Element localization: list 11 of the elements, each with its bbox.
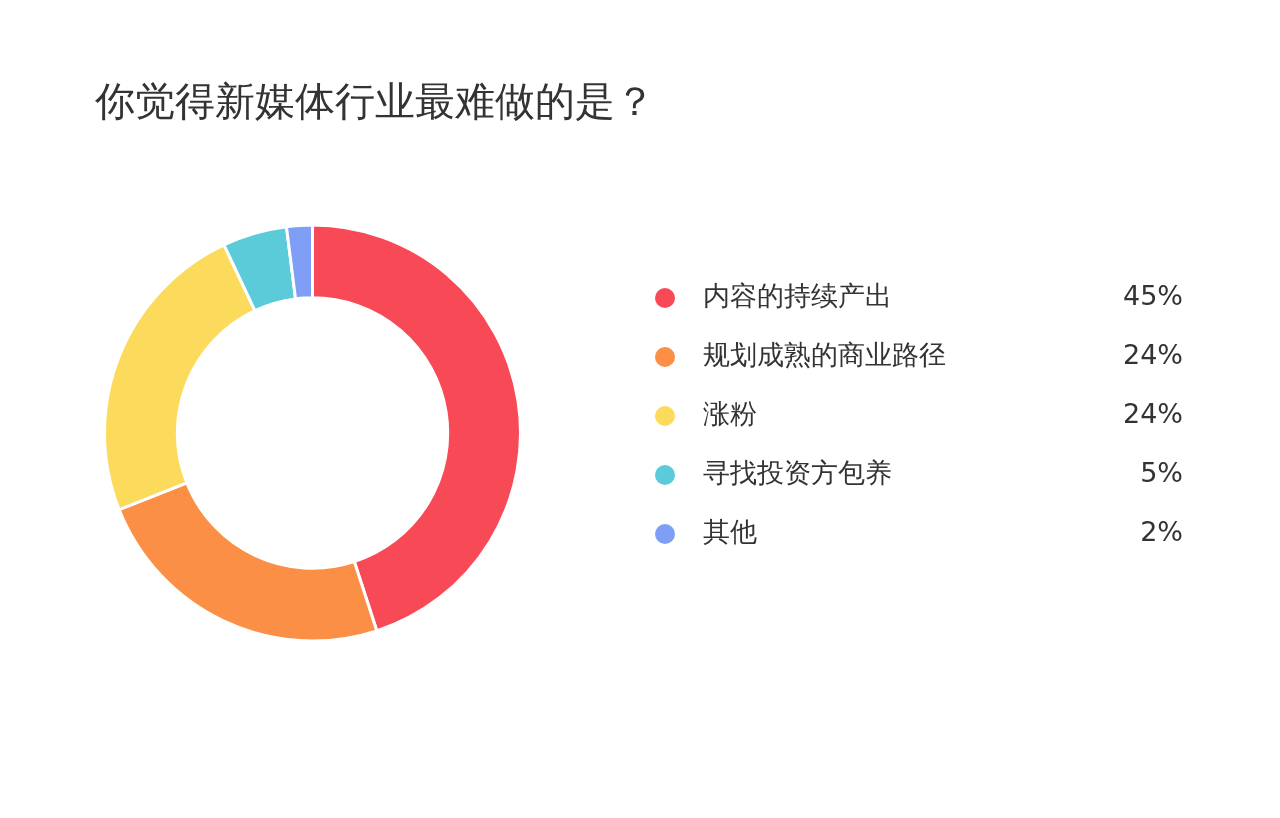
legend-label: 内容的持续产出: [703, 280, 892, 312]
legend-label: 规划成熟的商业路径: [703, 339, 946, 371]
data-label: 2%: [1140, 516, 1183, 548]
legend-label: 涨粉: [703, 398, 757, 430]
legend-label: 寻找投资方包养: [703, 457, 892, 489]
data-label: 24%: [1122, 398, 1183, 430]
data-label: 24%: [1122, 339, 1183, 371]
data-label: 45%: [1122, 280, 1183, 312]
chart-title: 你觉得新媒体行业最难做的是？: [94, 78, 655, 125]
legend-label: 其他: [703, 516, 757, 548]
data-label: 5%: [1140, 457, 1183, 489]
